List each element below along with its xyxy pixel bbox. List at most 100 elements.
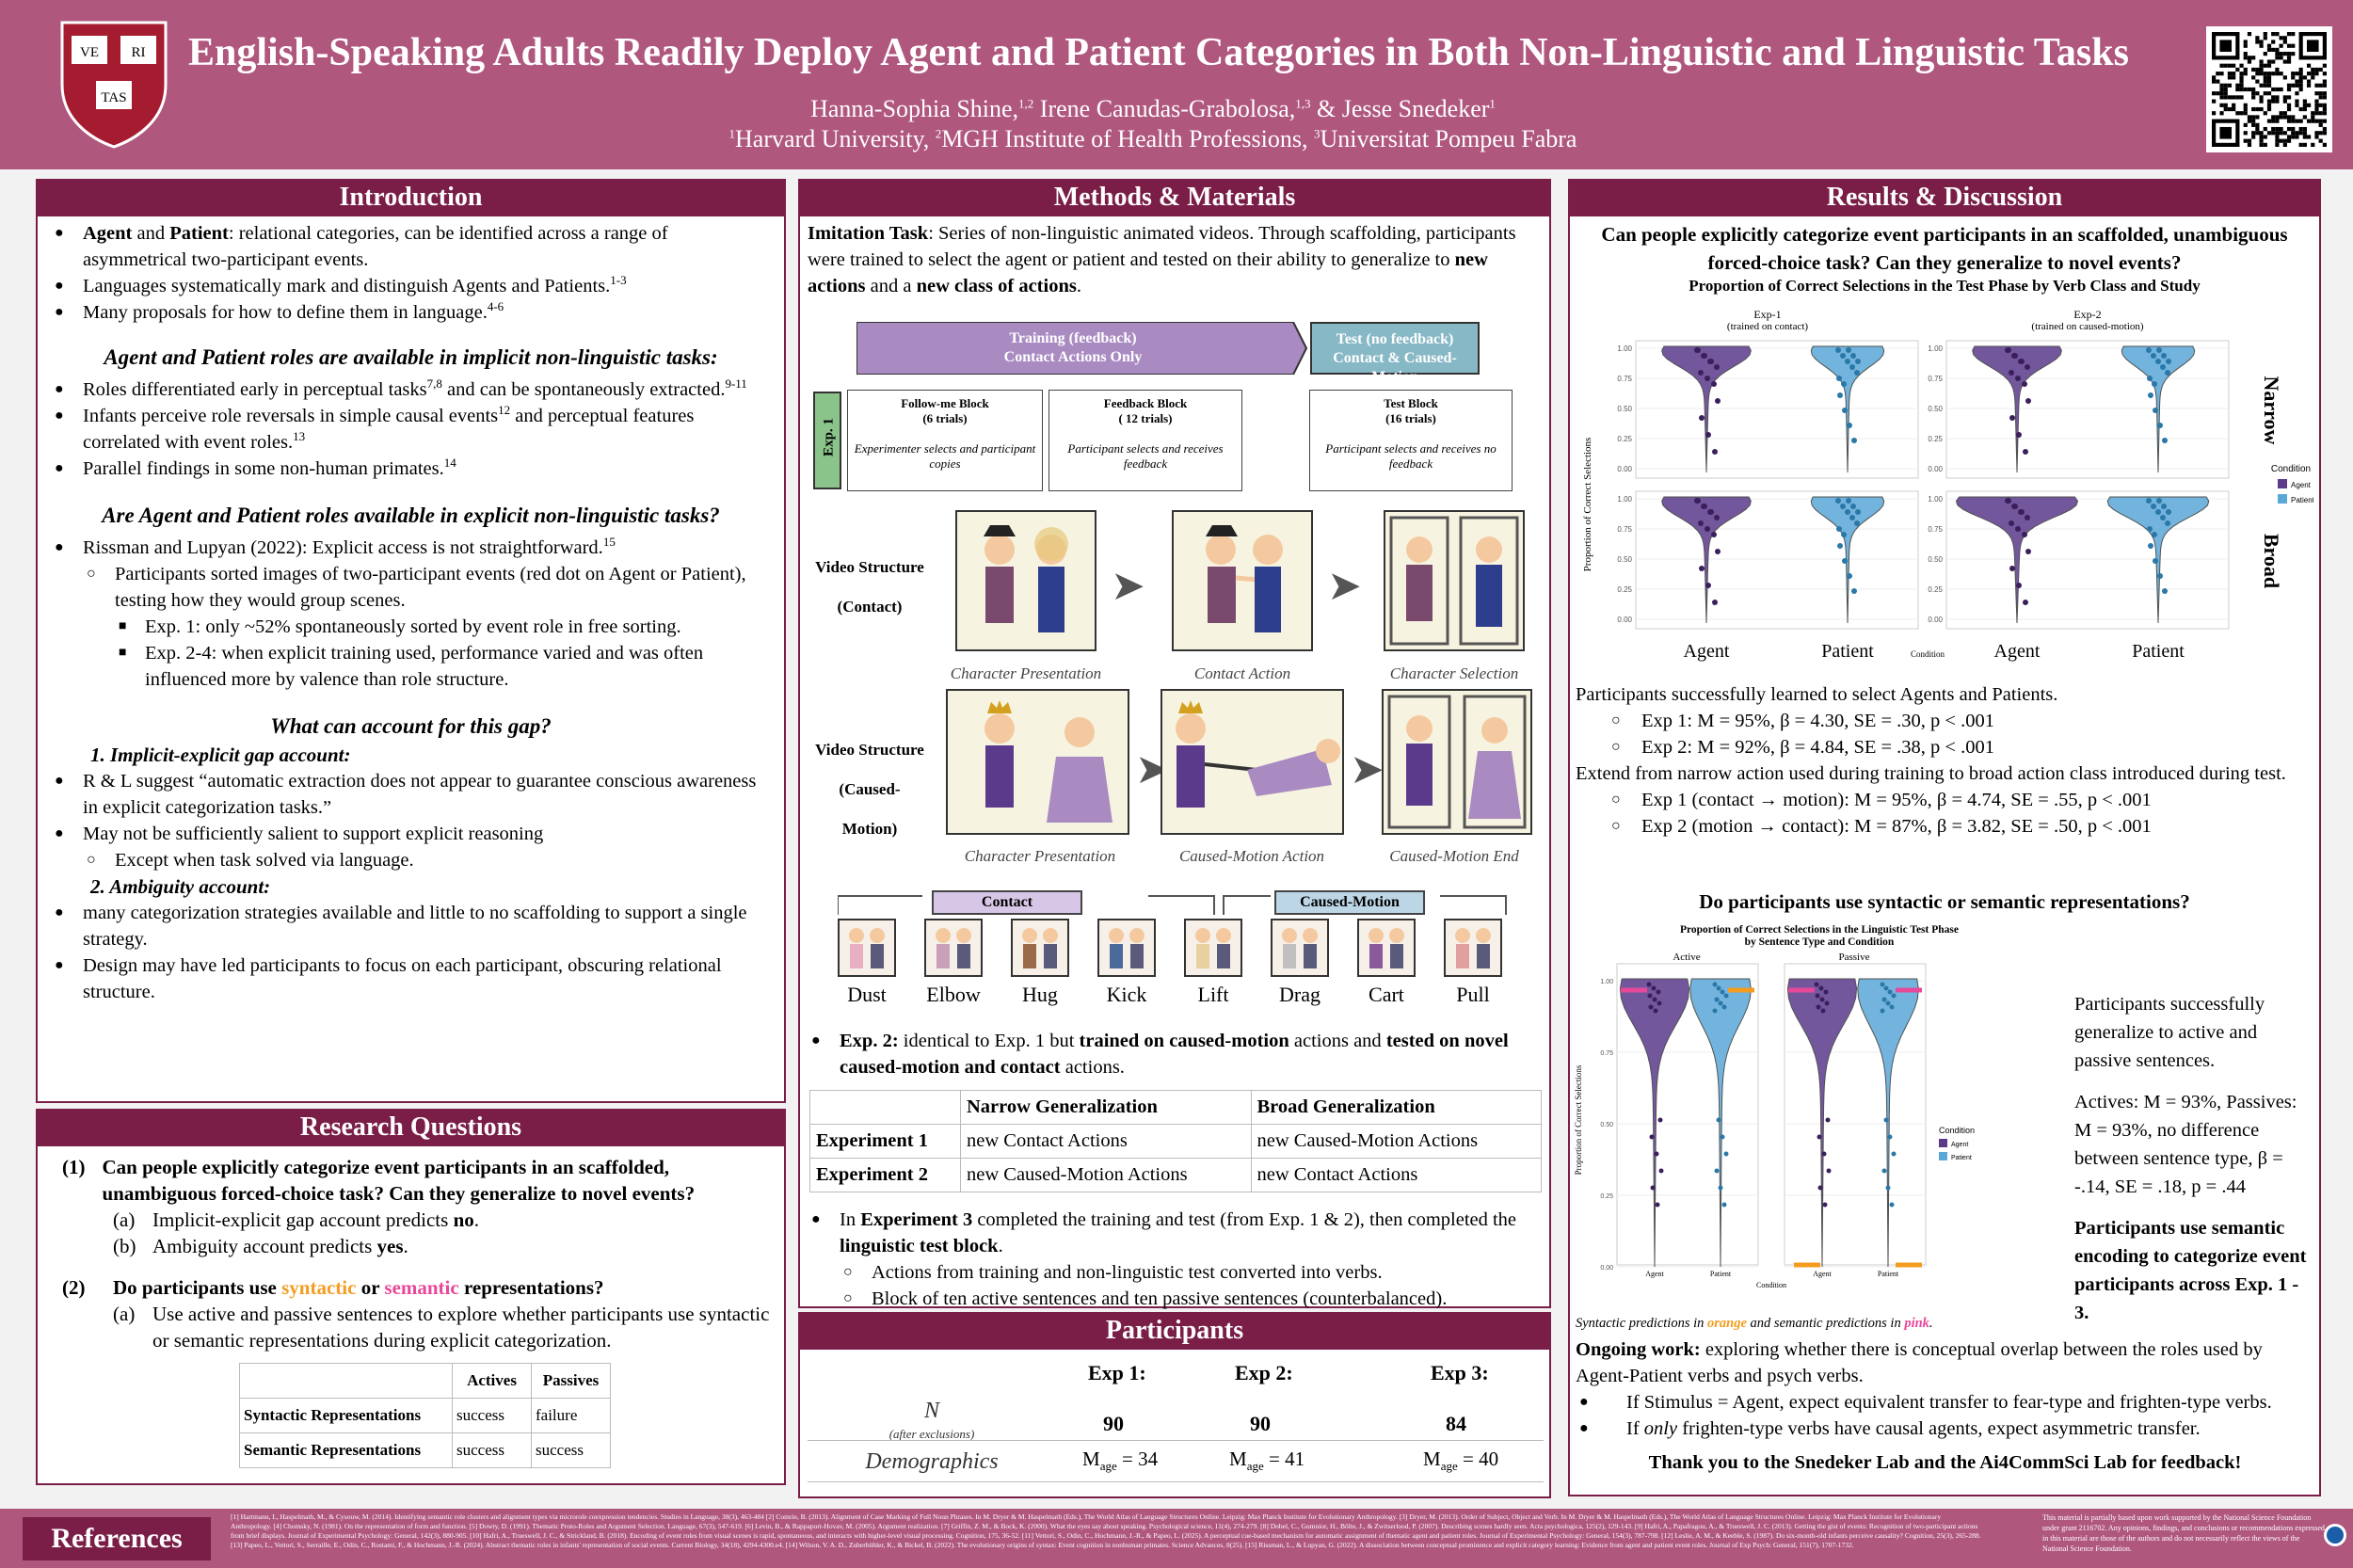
intro-bullet: Infants perceive role reversals in simpl… (51, 403, 771, 456)
verb-icon-hug (1011, 919, 1069, 977)
intro-subbullet: Except when task solved via language. (51, 847, 771, 873)
scene-cm-end (1382, 689, 1532, 835)
svg-text:0.50: 0.50 (1928, 405, 1943, 413)
video-structure-caused-motion-label: Video Structure (Caused-Motion) (815, 741, 924, 838)
results-question-1: Can people explicitly categorize event p… (1601, 223, 2288, 274)
affiliations-line: 1Harvard University, 2MGH Institute of H… (728, 125, 1577, 152)
caption-cm-presentation: Character Presentation (964, 847, 1116, 865)
contact-label: Contact (932, 890, 1082, 915)
svg-text:Condition: Condition (1756, 1281, 1786, 1289)
n-label: N (923, 1399, 939, 1423)
exp2-col: Exp 2: (1235, 1361, 1293, 1384)
svg-text:0.50: 0.50 (1617, 405, 1632, 413)
verb-label-cart: Cart (1369, 983, 1404, 1006)
verb-icon-dust (838, 919, 896, 977)
caption-contact-action: Contact Action (1193, 664, 1291, 682)
intro-bullet: Many proposals for how to define them in… (51, 299, 771, 326)
exp3-text: In Experiment 3 completed the training a… (808, 1207, 1542, 1312)
intro-bullet: Parallel findings in some non-human prim… (51, 456, 771, 482)
svg-text:0.00: 0.00 (1600, 1265, 1613, 1272)
caption-cm-end: Caused-Motion End (1389, 847, 1519, 865)
demographics-label: Demographics (865, 1449, 999, 1474)
svg-text:TAS: TAS (101, 90, 126, 105)
age-exp3: Mage = 40 (1423, 1448, 1499, 1474)
caused-motion-label: Caused-Motion (1274, 890, 1425, 915)
caption-character-selection: Character Selection (1389, 664, 1519, 682)
verb-label-elbow: Elbow (926, 983, 981, 1006)
svg-text:Agent: Agent (1813, 1270, 1832, 1278)
result-exp2: Exp 2: M = 92%, β = 4.84, SE = .38, p < … (1576, 734, 2314, 760)
research-questions-heading: Research Questions (38, 1111, 784, 1146)
age-exp1: Mage = 34 (1082, 1448, 1159, 1474)
n-exp3: 84 (1446, 1412, 1466, 1435)
exp1-tag: Exp. 1 (813, 392, 841, 489)
svg-text:Exp-1: Exp-1 (1753, 308, 1781, 321)
svg-text:Patient: Patient (1821, 641, 1874, 662)
exp3-col: Exp 3: (1431, 1361, 1489, 1384)
methods-heading: Methods & Materials (800, 181, 1549, 216)
participants-panel: Participants Exp 1: Exp 2: Exp 3: N (aft… (798, 1312, 1551, 1498)
svg-text:Narrow: Narrow (2260, 376, 2283, 445)
results-heading: Results & Discussion (1570, 181, 2319, 216)
svg-text:Agent: Agent (1645, 1270, 1664, 1278)
test-box: Test (no feedback) Contact & Caused-Motio… (1310, 322, 1480, 385)
poster-header: VE RI TAS English-Speaking Adults Readil… (0, 0, 2353, 169)
prediction-table: Actives Passives Syntactic Representation… (239, 1363, 611, 1468)
intro-bullet: many categorization strategies available… (51, 900, 771, 952)
svg-text:0.00: 0.00 (1617, 465, 1632, 473)
authors-line: Hanna-Sophia Shine,1,2 Irene Canudas-Gra… (810, 95, 1496, 122)
intro-subsubbullet: Exp. 2-4: when explicit training used, p… (51, 640, 771, 693)
verb-label-drag: Drag (1279, 983, 1321, 1006)
svg-text:0.25: 0.25 (1928, 585, 1943, 594)
verb-icon-drag (1271, 919, 1329, 977)
arrow-icon: ➤ (1350, 746, 1385, 792)
verb-icon-kick (1097, 919, 1156, 977)
result-gen-exp2: Exp 2 (motion → contact): M = 87%, β = 3… (1576, 813, 2314, 840)
svg-text:Agent: Agent (2291, 481, 2312, 489)
account-1-heading: 1. Implicit-explicit gap account: (90, 744, 351, 766)
nsf-logo (2324, 1524, 2346, 1546)
qr-code[interactable] (2206, 26, 2332, 152)
results-question-2: Do participants use syntactic or semanti… (1699, 890, 2190, 913)
explicit-subheading: Are Agent and Patient roles available in… (102, 504, 720, 527)
introduction-panel: Introduction Agent and Patient: relation… (36, 179, 786, 1103)
svg-text:Patient: Patient (1878, 1270, 1899, 1278)
intro-bullet: Languages systematically mark and distin… (51, 273, 771, 299)
arrow-icon: ➤ (1111, 563, 1145, 609)
funding-statement: This material is partially based upon wo… (2042, 1513, 2325, 1553)
prediction-legend-note: Syntactic predictions in orange and sema… (1576, 1316, 1933, 1331)
intro-subbullet: Participants sorted images of two-partic… (51, 561, 771, 614)
intro-subsubbullet: Exp. 1: only ~52% spontaneously sorted b… (51, 614, 771, 640)
svg-text:Patient: Patient (2132, 641, 2185, 662)
svg-text:1.00: 1.00 (1600, 979, 1613, 985)
svg-text:Condition: Condition (1939, 1126, 1975, 1135)
poster-title: English-Speaking Adults Readily Deploy A… (188, 31, 2129, 74)
svg-text:0.75: 0.75 (1617, 525, 1632, 534)
svg-text:0.00: 0.00 (1928, 465, 1943, 473)
verb-label-lift: Lift (1197, 983, 1229, 1006)
svg-text:1.00: 1.00 (1617, 344, 1632, 353)
scene-cm-presentation (946, 689, 1129, 835)
ongoing-work: Ongoing work: exploring whether there is… (1576, 1336, 2314, 1476)
svg-text:Broad: Broad (2260, 534, 2283, 588)
svg-text:RI: RI (132, 45, 146, 60)
participants-heading: Participants (800, 1314, 1549, 1350)
intro-bullet: May not be sufficiently salient to suppo… (51, 821, 771, 847)
research-question-1: (1) Can people explicitly categorize even… (62, 1156, 696, 1205)
prediction-b: (b) Ambiguity account predicts yes. (113, 1235, 408, 1257)
svg-text:Agent: Agent (1994, 641, 2041, 662)
svg-text:1.00: 1.00 (1617, 495, 1632, 504)
svg-text:0.75: 0.75 (1600, 1050, 1613, 1057)
svg-text:0.00: 0.00 (1928, 616, 1943, 624)
svg-text:(trained on caused-motion): (trained on caused-motion) (2031, 321, 2143, 332)
verb-icon-pull (1444, 919, 1502, 977)
intro-bullet: Agent and Patient: relational categories… (51, 220, 771, 273)
test-block: Test Block (16 trials) Participant selects… (1309, 390, 1513, 491)
scene-character-selection (1384, 510, 1525, 651)
verb-group-brackets (838, 895, 1507, 915)
svg-text:0.25: 0.25 (1928, 435, 1943, 443)
implicit-subheading: Agent and Patient roles are available in… (104, 345, 718, 369)
research-question-2: (2) Do participants use syntactic or sema… (62, 1276, 604, 1299)
svg-text:1.00: 1.00 (1928, 344, 1943, 353)
svg-text:0.25: 0.25 (1617, 435, 1632, 443)
